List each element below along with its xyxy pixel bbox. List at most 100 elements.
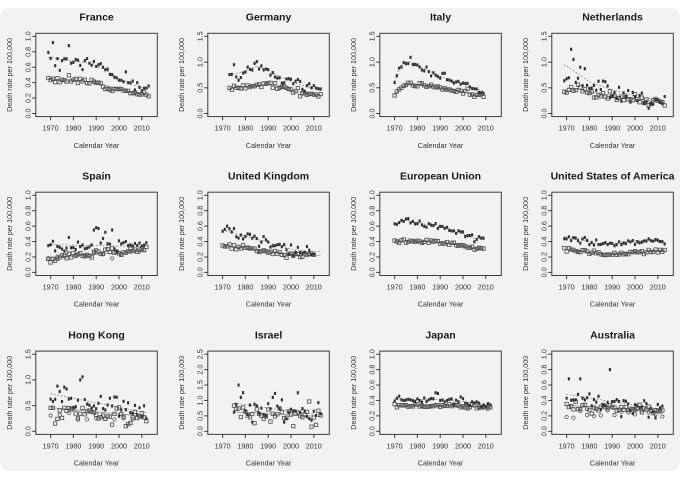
- svg-text:Death rate per 100,000: Death rate per 100,000: [349, 197, 358, 271]
- svg-text:0.4: 0.4: [368, 237, 377, 247]
- svg-text:0.6: 0.6: [540, 380, 549, 390]
- svg-text:0.8: 0.8: [368, 365, 377, 375]
- svg-text:1.0: 1.0: [540, 57, 549, 67]
- svg-text:Death rate per 100,000: Death rate per 100,000: [5, 197, 14, 271]
- svg-text:1.0: 1.0: [196, 57, 205, 67]
- svg-text:0.8: 0.8: [24, 47, 33, 57]
- svg-text:2000: 2000: [455, 441, 471, 450]
- svg-text:Calendar Year: Calendar Year: [74, 459, 120, 468]
- svg-text:Spain: Spain: [82, 170, 111, 182]
- svg-text:0.0: 0.0: [196, 267, 205, 277]
- svg-text:0.5: 0.5: [368, 83, 377, 93]
- svg-text:Calendar Year: Calendar Year: [418, 141, 464, 150]
- svg-text:0.5: 0.5: [24, 401, 33, 411]
- svg-text:Israel: Israel: [255, 329, 283, 341]
- svg-text:Calendar Year: Calendar Year: [418, 459, 464, 468]
- svg-text:0.0: 0.0: [368, 267, 377, 277]
- svg-text:2000: 2000: [627, 441, 643, 450]
- svg-text:Death rate per 100,000: Death rate per 100,000: [177, 356, 186, 430]
- svg-text:Calendar Year: Calendar Year: [246, 141, 292, 150]
- svg-text:0.8: 0.8: [540, 365, 549, 375]
- svg-text:2010: 2010: [306, 441, 322, 450]
- svg-text:1.0: 1.0: [196, 190, 205, 200]
- svg-text:0.5: 0.5: [540, 83, 549, 93]
- svg-text:0.0: 0.0: [368, 109, 377, 119]
- svg-text:0.2: 0.2: [24, 93, 33, 103]
- svg-text:Death rate per 100,000: Death rate per 100,000: [5, 38, 14, 112]
- svg-text:1.0: 1.0: [196, 395, 205, 405]
- svg-text:0.2: 0.2: [368, 252, 377, 262]
- svg-text:2010: 2010: [650, 282, 666, 291]
- svg-text:2000: 2000: [111, 282, 127, 291]
- svg-text:1980: 1980: [65, 282, 81, 291]
- svg-text:Death rate per 100,000: Death rate per 100,000: [349, 356, 358, 430]
- svg-text:1.0: 1.0: [24, 31, 33, 41]
- svg-text:1980: 1980: [237, 124, 253, 133]
- svg-text:0.5: 0.5: [196, 83, 205, 93]
- svg-text:2010: 2010: [650, 124, 666, 133]
- svg-text:Netherlands: Netherlands: [582, 12, 643, 24]
- svg-text:1970: 1970: [215, 124, 231, 133]
- svg-text:2.5: 2.5: [196, 349, 205, 359]
- svg-text:0.4: 0.4: [368, 395, 377, 405]
- svg-text:0.2: 0.2: [24, 252, 33, 262]
- svg-text:Australia: Australia: [590, 329, 635, 341]
- svg-text:1970: 1970: [559, 282, 575, 291]
- svg-text:1970: 1970: [43, 282, 59, 291]
- svg-text:1980: 1980: [409, 441, 425, 450]
- svg-text:1980: 1980: [581, 124, 597, 133]
- svg-text:2000: 2000: [283, 124, 299, 133]
- svg-text:1990: 1990: [432, 124, 448, 133]
- svg-text:1970: 1970: [387, 124, 403, 133]
- svg-text:Calendar Year: Calendar Year: [246, 459, 292, 468]
- svg-text:France: France: [79, 12, 114, 24]
- svg-text:1980: 1980: [581, 441, 597, 450]
- svg-text:1970: 1970: [387, 441, 403, 450]
- svg-text:2.0: 2.0: [196, 365, 205, 375]
- svg-text:2010: 2010: [478, 282, 494, 291]
- svg-text:European Union: European Union: [400, 170, 481, 182]
- svg-text:Calendar Year: Calendar Year: [74, 141, 120, 150]
- svg-text:1990: 1990: [260, 282, 276, 291]
- svg-text:1990: 1990: [88, 282, 104, 291]
- svg-text:1980: 1980: [409, 282, 425, 291]
- svg-text:Calendar Year: Calendar Year: [74, 300, 120, 309]
- svg-text:1970: 1970: [387, 282, 403, 291]
- svg-text:0.0: 0.0: [24, 267, 33, 277]
- svg-text:0.6: 0.6: [540, 221, 549, 231]
- svg-text:1990: 1990: [260, 124, 276, 133]
- svg-text:Italy: Italy: [430, 12, 451, 24]
- svg-text:1980: 1980: [581, 282, 597, 291]
- svg-text:0.0: 0.0: [24, 426, 33, 436]
- svg-text:Japan: Japan: [425, 329, 455, 341]
- svg-text:Calendar Year: Calendar Year: [590, 141, 636, 150]
- svg-text:1.0: 1.0: [368, 190, 377, 200]
- svg-text:1990: 1990: [604, 124, 620, 133]
- svg-text:0.8: 0.8: [368, 206, 377, 216]
- svg-text:0.6: 0.6: [24, 62, 33, 72]
- svg-text:1970: 1970: [559, 124, 575, 133]
- svg-text:0.4: 0.4: [540, 395, 549, 405]
- svg-text:Death rate per 100,000: Death rate per 100,000: [521, 197, 530, 271]
- svg-text:Calendar Year: Calendar Year: [590, 459, 636, 468]
- svg-text:1.5: 1.5: [196, 31, 205, 41]
- svg-text:2010: 2010: [134, 282, 150, 291]
- svg-text:0.2: 0.2: [196, 252, 205, 262]
- svg-text:1990: 1990: [88, 124, 104, 133]
- svg-text:0.8: 0.8: [24, 206, 33, 216]
- svg-text:0.6: 0.6: [368, 380, 377, 390]
- svg-text:0.6: 0.6: [368, 221, 377, 231]
- svg-text:1990: 1990: [260, 441, 276, 450]
- svg-text:Death rate per 100,000: Death rate per 100,000: [521, 38, 530, 112]
- svg-text:0.0: 0.0: [368, 426, 377, 436]
- svg-text:1.0: 1.0: [540, 190, 549, 200]
- svg-text:Death rate per 100,000: Death rate per 100,000: [521, 356, 530, 430]
- svg-text:1990: 1990: [604, 282, 620, 291]
- svg-text:United States of America: United States of America: [551, 170, 675, 182]
- svg-text:1990: 1990: [432, 441, 448, 450]
- svg-text:0.2: 0.2: [540, 411, 549, 421]
- svg-text:1.0: 1.0: [24, 375, 33, 385]
- svg-text:0.2: 0.2: [540, 252, 549, 262]
- svg-text:0.0: 0.0: [540, 109, 549, 119]
- svg-text:1970: 1970: [215, 282, 231, 291]
